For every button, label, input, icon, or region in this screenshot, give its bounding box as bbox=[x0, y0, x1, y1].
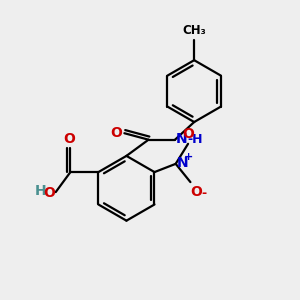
Text: O: O bbox=[43, 186, 55, 200]
Text: O: O bbox=[110, 126, 122, 140]
Text: +: + bbox=[183, 152, 193, 162]
Text: -H: -H bbox=[188, 133, 203, 146]
Text: N: N bbox=[177, 156, 188, 170]
Text: N: N bbox=[176, 132, 188, 146]
Text: O: O bbox=[63, 132, 75, 145]
Text: -: - bbox=[202, 187, 207, 200]
Text: CH₃: CH₃ bbox=[182, 24, 206, 37]
Text: O: O bbox=[190, 185, 202, 199]
Text: H: H bbox=[35, 184, 46, 198]
Text: O: O bbox=[182, 128, 194, 142]
